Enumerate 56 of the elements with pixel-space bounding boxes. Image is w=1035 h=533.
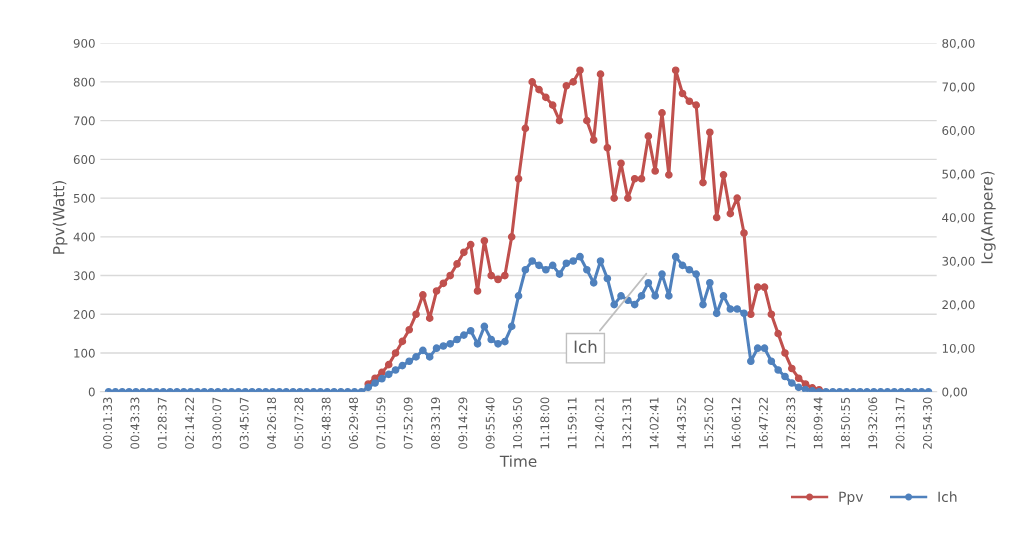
y2-axis-title: Icg(Ampere) (980, 171, 996, 264)
x-tick-label: 09:55:40 (485, 397, 495, 449)
x-tick-label: 00:01:33 (103, 397, 113, 449)
y-tick-label: 0 (88, 387, 95, 397)
x-tick-label: 05:07:28 (294, 397, 304, 449)
x-tick-label: 19:32:06 (868, 397, 878, 449)
y2-tick-label: 20,00 (942, 300, 975, 311)
y2-tick-label: 80,00 (942, 38, 975, 50)
x-tick-label: 05:48:38 (321, 397, 331, 449)
x-tick-label: 07:10:59 (376, 397, 386, 449)
y-tick-label: 400 (73, 232, 95, 242)
y-tick-label: 900 (73, 38, 95, 48)
y2-tick-label: 50,00 (942, 169, 975, 180)
x-tick-label: 06:29:48 (349, 397, 358, 449)
y2-tick-label: 0,00 (942, 387, 968, 398)
x-tick-label: 20:54:30 (922, 397, 932, 449)
x-tick-label: 03:45:07 (239, 397, 249, 449)
y2-tick-label: 40,00 (942, 213, 975, 224)
x-tick-label: 12:40:21 (595, 397, 604, 449)
x-axis-title: Time (499, 455, 537, 468)
x-tick-label: 00:43:33 (130, 397, 140, 449)
x-tick-label: 20:13:17 (895, 397, 905, 449)
x-tick-label: 18:50:55 (840, 397, 850, 449)
legend-label: Ppv (839, 491, 864, 505)
x-tick-label: 11:59:11 (567, 397, 577, 449)
x-tick-label: 07:52:09 (403, 397, 413, 449)
y-tick-label: 300 (73, 271, 95, 281)
x-tick-label: 11:18:00 (540, 397, 550, 449)
x-tick-label: 16:47:22 (759, 397, 768, 449)
y2-tick-label: 30,00 (942, 256, 975, 267)
x-tick-label: 08:33:19 (431, 397, 440, 449)
x-tick-label: 17:28:33 (786, 397, 796, 449)
x-tick-label: 18:09:44 (813, 397, 823, 449)
y-tick-label: 700 (73, 116, 95, 126)
annotation: Ich (574, 340, 597, 354)
legend-label: Ich (938, 491, 957, 503)
y2-tick-label: 60,00 (942, 126, 975, 137)
x-tick-label: 02:14:22 (185, 397, 195, 449)
y2-tick-label: 70,00 (942, 82, 975, 93)
x-tick-label: 09:14:29 (458, 397, 468, 449)
x-tick-label: 16:06:12 (731, 397, 741, 449)
x-tick-label: 14:02:41 (649, 397, 659, 449)
y-tick-label: 100 (74, 348, 95, 358)
x-tick-label: 04:26:18 (267, 397, 276, 449)
x-tick-label: 13:21:31 (622, 397, 632, 449)
y-tick-label: 500 (73, 193, 95, 203)
y2-tick-label: 10,00 (942, 343, 975, 355)
x-tick-label: 03:00:07 (212, 397, 222, 449)
x-tick-label: 01:28:37 (157, 397, 167, 449)
y-tick-label: 200 (73, 310, 95, 319)
y-tick-label: 800 (73, 77, 95, 87)
y-axis-title: Ppv(Watt) (52, 181, 68, 254)
x-tick-label: 15:25:02 (704, 397, 714, 449)
x-tick-label: 14:43:52 (677, 397, 686, 449)
x-tick-label: 10:36:50 (513, 397, 522, 449)
y-tick-label: 600 (73, 155, 95, 165)
